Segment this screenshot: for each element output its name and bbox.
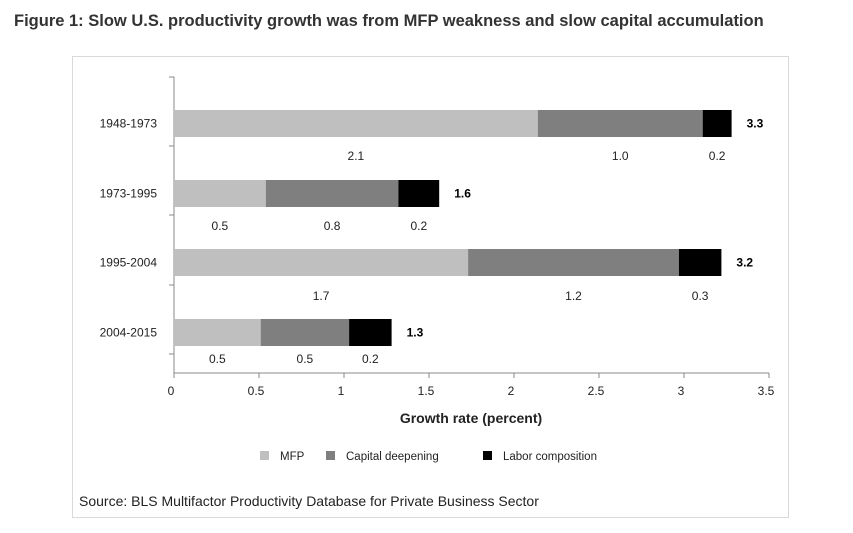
bar-segment (260, 319, 350, 346)
bar-segment (174, 180, 266, 207)
bar-segment (349, 319, 392, 346)
category-label: 1995-2004 (100, 256, 158, 270)
bar-total-label: 1.6 (454, 187, 471, 201)
segment-value-label: 0.2 (410, 219, 427, 233)
bar-segment (468, 249, 679, 276)
figure-title: Figure 1: Slow U.S. productivity growth … (14, 12, 764, 30)
category-label: 2004-2015 (100, 326, 158, 340)
legend-swatch (483, 451, 492, 460)
segment-value-label: 1.7 (313, 289, 330, 303)
source-note: Source: BLS Multifactor Productivity Dat… (79, 493, 539, 509)
bar-total-label: 3.3 (747, 117, 764, 131)
legend-label: Labor composition (503, 451, 597, 463)
legend-label: MFP (280, 451, 305, 463)
bar-segment (174, 319, 261, 346)
bar-total-label: 3.2 (736, 256, 753, 270)
category-label: 1948-1973 (100, 117, 158, 131)
x-tick-label: 3 (678, 384, 685, 398)
bar-segment (174, 249, 469, 276)
bar-segment (678, 249, 722, 276)
segment-value-label: 2.1 (348, 149, 365, 163)
legend-swatch (260, 451, 269, 460)
chart-frame: 0 0.5 1 1.5 2 2.5 3 3.5 Growth rate (percent) 194… (72, 56, 789, 518)
segment-value-label: 0.3 (692, 289, 709, 303)
bar-segment (398, 180, 440, 207)
x-tick-label: 1 (338, 384, 345, 398)
x-axis-title: Growth rate (percent) (400, 410, 542, 426)
segment-value-label: 0.5 (297, 352, 314, 366)
bar-segment (537, 110, 703, 137)
segment-value-label: 1.2 (565, 289, 582, 303)
x-tick-label: 1.5 (418, 384, 435, 398)
segment-value-label: 0.2 (709, 149, 726, 163)
x-tick-label: 0 (168, 384, 175, 398)
stacked-bar-chart: 0 0.5 1 1.5 2 2.5 3 3.5 Growth rate (percent) 194… (100, 76, 775, 463)
category-label: 1973-1995 (100, 187, 158, 201)
bar-segment (702, 110, 732, 137)
segment-value-label: 1.0 (612, 149, 629, 163)
x-tick-label: 2.5 (588, 384, 605, 398)
bar-segment (265, 180, 399, 207)
bar-segment (174, 110, 538, 137)
x-tick-label: 0.5 (248, 384, 265, 398)
x-tick-label: 3.5 (758, 384, 775, 398)
segment-value-label: 0.8 (324, 219, 341, 233)
legend-label: Capital deepening (346, 451, 439, 463)
segment-value-label: 0.5 (209, 352, 226, 366)
segment-value-label: 0.5 (212, 219, 229, 233)
segment-value-label: 0.2 (362, 352, 379, 366)
legend-swatch (326, 451, 335, 460)
x-tick-label: 2 (508, 384, 515, 398)
bar-total-label: 1.3 (407, 326, 424, 340)
